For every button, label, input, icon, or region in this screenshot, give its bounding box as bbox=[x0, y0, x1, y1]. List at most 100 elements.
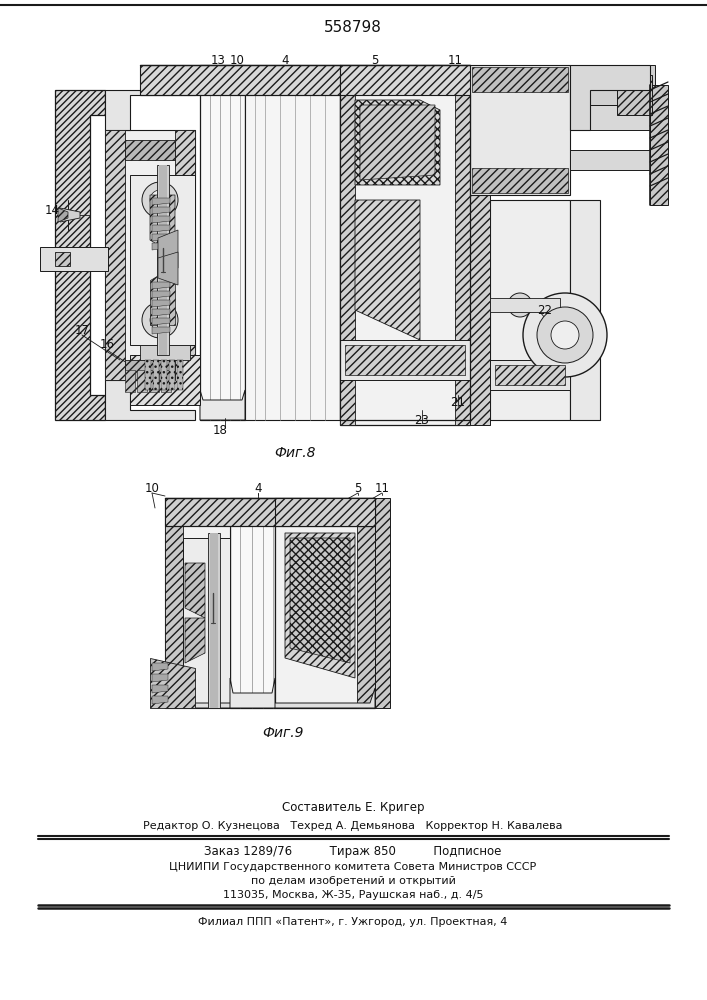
Polygon shape bbox=[230, 678, 275, 708]
Bar bbox=[161, 370, 171, 392]
Bar bbox=[470, 65, 490, 425]
Polygon shape bbox=[152, 685, 168, 693]
Bar bbox=[105, 130, 125, 380]
Bar bbox=[169, 360, 175, 390]
Polygon shape bbox=[55, 90, 105, 420]
Bar bbox=[161, 360, 167, 390]
Bar bbox=[470, 65, 570, 195]
Bar bbox=[157, 165, 169, 355]
Circle shape bbox=[150, 190, 170, 210]
Polygon shape bbox=[152, 327, 170, 334]
Bar bbox=[570, 150, 650, 170]
Polygon shape bbox=[200, 390, 245, 420]
Polygon shape bbox=[152, 318, 170, 325]
Bar bbox=[159, 165, 167, 355]
Polygon shape bbox=[152, 674, 168, 682]
Text: 14: 14 bbox=[45, 204, 59, 217]
Polygon shape bbox=[105, 380, 195, 420]
Bar bbox=[140, 345, 190, 360]
Bar bbox=[140, 65, 340, 95]
Polygon shape bbox=[152, 696, 168, 704]
Polygon shape bbox=[150, 265, 175, 325]
Bar bbox=[125, 370, 135, 392]
Bar bbox=[357, 498, 375, 708]
Bar bbox=[570, 85, 650, 105]
Polygon shape bbox=[165, 688, 375, 708]
Polygon shape bbox=[60, 208, 80, 222]
Text: Заказ 1289/76          Тираж 850          Подписное: Заказ 1289/76 Тираж 850 Подписное bbox=[204, 846, 502, 858]
Text: 4: 4 bbox=[281, 53, 288, 66]
Polygon shape bbox=[360, 105, 435, 180]
Polygon shape bbox=[152, 291, 170, 298]
Text: по делам изобретений и открытий: по делам изобретений и открытий bbox=[250, 876, 455, 886]
Polygon shape bbox=[185, 618, 205, 663]
Polygon shape bbox=[355, 200, 420, 340]
Bar bbox=[125, 140, 175, 160]
Bar bbox=[345, 345, 465, 375]
Polygon shape bbox=[158, 230, 178, 268]
Text: Составитель Е. Кригер: Составитель Е. Кригер bbox=[282, 802, 424, 814]
Polygon shape bbox=[158, 252, 178, 285]
Circle shape bbox=[142, 182, 178, 218]
Text: 17: 17 bbox=[74, 324, 90, 336]
Text: 16: 16 bbox=[100, 338, 115, 352]
Bar bbox=[617, 75, 652, 115]
Bar bbox=[137, 370, 147, 392]
Bar bbox=[145, 360, 151, 390]
Bar bbox=[55, 252, 70, 266]
Polygon shape bbox=[152, 309, 170, 316]
Bar bbox=[125, 360, 175, 380]
Text: 113035, Москва, Ж-35, Раушская наб., д. 4/5: 113035, Москва, Ж-35, Раушская наб., д. … bbox=[223, 890, 484, 900]
Polygon shape bbox=[152, 300, 170, 307]
Circle shape bbox=[551, 321, 579, 349]
Circle shape bbox=[508, 293, 532, 317]
Circle shape bbox=[523, 293, 607, 377]
Polygon shape bbox=[230, 498, 275, 708]
Bar bbox=[40, 247, 108, 271]
Polygon shape bbox=[290, 538, 350, 663]
Polygon shape bbox=[152, 225, 170, 232]
Bar bbox=[175, 130, 195, 380]
Polygon shape bbox=[150, 658, 195, 708]
Text: Фиг.8: Фиг.8 bbox=[274, 446, 316, 460]
Bar bbox=[490, 200, 570, 420]
Bar bbox=[340, 65, 470, 425]
Polygon shape bbox=[152, 207, 170, 214]
Bar bbox=[490, 298, 560, 312]
Bar bbox=[340, 65, 355, 425]
Polygon shape bbox=[245, 65, 340, 420]
Circle shape bbox=[142, 302, 178, 338]
Bar bbox=[210, 533, 218, 708]
Polygon shape bbox=[152, 243, 170, 250]
Text: Филиал ППП «Патент», г. Ужгород, ул. Проектная, 4: Филиал ППП «Патент», г. Ужгород, ул. Про… bbox=[198, 917, 508, 927]
Bar bbox=[375, 498, 390, 708]
Bar bbox=[455, 65, 470, 425]
Bar bbox=[650, 85, 668, 205]
Bar bbox=[30, 55, 680, 450]
Bar bbox=[183, 538, 230, 703]
Polygon shape bbox=[105, 90, 195, 130]
Text: 5: 5 bbox=[354, 482, 362, 494]
Text: 10: 10 bbox=[230, 53, 245, 66]
Text: 4: 4 bbox=[255, 482, 262, 494]
Bar bbox=[149, 370, 159, 392]
Bar bbox=[177, 360, 183, 390]
Polygon shape bbox=[355, 100, 440, 185]
Bar bbox=[105, 130, 195, 380]
Bar bbox=[153, 360, 159, 390]
Polygon shape bbox=[152, 663, 168, 671]
Polygon shape bbox=[152, 282, 170, 289]
Polygon shape bbox=[200, 65, 245, 420]
Bar bbox=[130, 355, 200, 405]
Bar bbox=[165, 498, 375, 526]
Bar bbox=[340, 65, 470, 95]
Text: 18: 18 bbox=[213, 424, 228, 436]
Text: 21: 21 bbox=[450, 396, 465, 410]
Bar bbox=[130, 175, 195, 345]
Bar bbox=[472, 67, 568, 92]
Bar bbox=[495, 365, 565, 385]
Polygon shape bbox=[152, 234, 170, 241]
Polygon shape bbox=[570, 65, 650, 130]
Text: 5: 5 bbox=[371, 53, 379, 66]
Polygon shape bbox=[185, 563, 205, 618]
